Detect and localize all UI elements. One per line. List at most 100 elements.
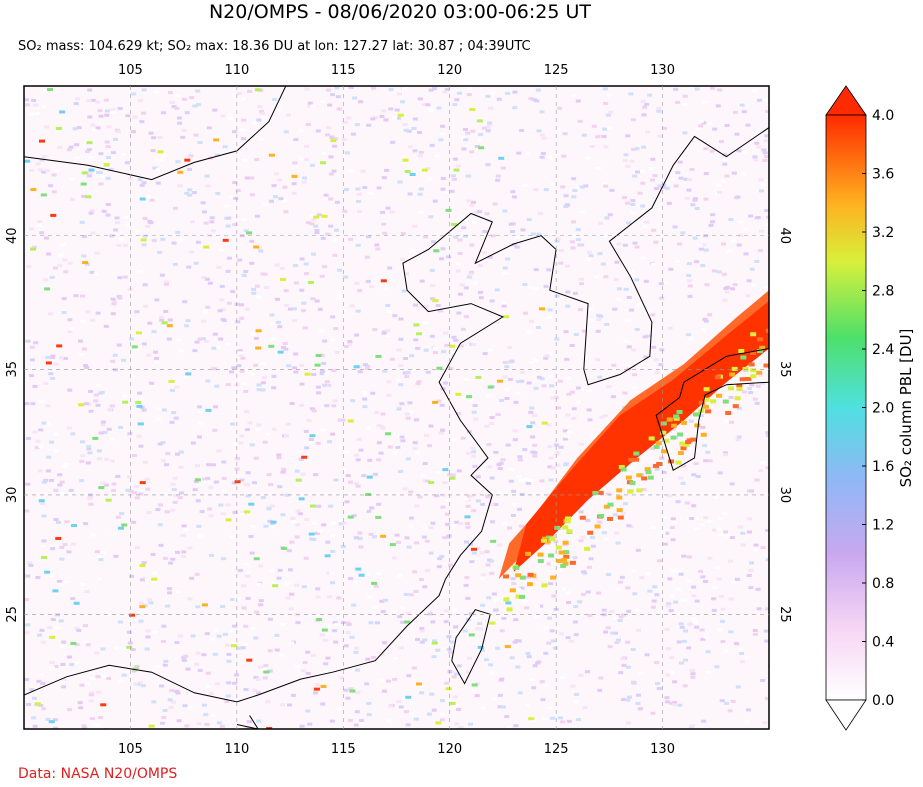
pixel [127, 641, 133, 645]
pixel [723, 530, 729, 534]
pixel [337, 494, 343, 498]
pixel [43, 88, 49, 92]
pixel [513, 724, 519, 728]
pixel [86, 445, 92, 449]
pixel [41, 555, 48, 559]
pixel [187, 692, 193, 696]
pixel [26, 702, 32, 706]
pixel [620, 657, 626, 661]
pixel [621, 663, 627, 667]
pixel [208, 691, 214, 695]
pixel [439, 257, 445, 261]
pixel [546, 562, 552, 566]
pixel [625, 134, 631, 138]
pixel [575, 386, 581, 390]
pixel [343, 275, 349, 279]
pixel [550, 396, 556, 400]
pixel [739, 660, 745, 664]
pixel [110, 359, 116, 363]
pixel [162, 709, 168, 713]
pixel [651, 345, 657, 349]
pixel [98, 431, 104, 435]
pixel [44, 287, 51, 291]
pixel [267, 617, 273, 621]
pixel [608, 110, 614, 114]
pixel [393, 656, 399, 660]
pixel [465, 525, 471, 529]
pixel [583, 184, 589, 188]
pixel [292, 264, 298, 268]
pixel [238, 351, 244, 355]
pixel [155, 407, 161, 411]
pixel [645, 130, 651, 134]
pixel [158, 503, 164, 507]
pixel [596, 591, 602, 595]
pixel [570, 246, 576, 250]
pixel [122, 275, 128, 279]
pixel [348, 169, 354, 173]
pixel [664, 627, 670, 631]
pixel [419, 640, 425, 644]
pixel [250, 524, 256, 528]
pixel [45, 717, 51, 721]
pixel [152, 630, 158, 634]
pixel [24, 678, 30, 682]
pixel [257, 246, 263, 250]
pixel [573, 633, 579, 637]
pixel [385, 679, 391, 683]
pixel [134, 665, 140, 669]
pixel [440, 428, 446, 432]
pixel [613, 277, 619, 281]
pixel [564, 203, 570, 207]
pixel [616, 495, 623, 500]
pixel [180, 135, 186, 139]
pixel [385, 304, 391, 308]
pixel [409, 173, 416, 177]
pixel [724, 174, 730, 178]
pixel [164, 510, 170, 514]
pixel [513, 565, 520, 570]
pixel [230, 597, 236, 601]
pixel [124, 161, 130, 165]
pixel [187, 597, 193, 601]
pixel [550, 575, 557, 580]
pixel [327, 103, 333, 107]
pixel [444, 190, 450, 194]
pixel [162, 556, 168, 560]
pixel [113, 554, 119, 558]
pixel [32, 384, 38, 388]
pixel [326, 571, 332, 575]
pixel [724, 701, 730, 705]
pixel [93, 393, 99, 397]
pixel [459, 283, 465, 287]
pixel [204, 277, 210, 281]
pixel [645, 334, 651, 338]
pixel [171, 700, 177, 704]
pixel [613, 616, 619, 620]
pixel [57, 146, 63, 150]
pixel [139, 488, 145, 492]
pixel [172, 476, 178, 480]
pixel [25, 623, 31, 627]
pixel [404, 412, 410, 416]
pixel [489, 416, 495, 420]
pixel [405, 611, 411, 615]
pixel [748, 362, 755, 367]
pixel [589, 144, 595, 148]
pixel [333, 623, 339, 627]
pixel [512, 640, 518, 644]
pixel [146, 353, 152, 357]
pixel [486, 394, 492, 398]
pixel [735, 195, 741, 199]
pixel [473, 417, 479, 421]
pixel [225, 224, 231, 228]
pixel [442, 90, 448, 94]
pixel [351, 603, 357, 607]
pixel [496, 463, 502, 467]
pixel [596, 520, 602, 524]
pixel [463, 377, 469, 381]
pixel [562, 540, 569, 545]
pixel [241, 118, 247, 122]
pixel [428, 526, 434, 530]
pixel [57, 473, 63, 477]
